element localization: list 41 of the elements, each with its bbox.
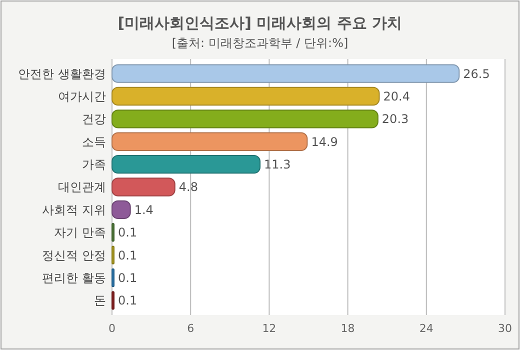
x-tick-label: 6	[187, 322, 194, 335]
y-tick-label: 편리한 활동	[42, 270, 106, 285]
y-tick-label: 돈	[94, 294, 106, 308]
bar	[112, 154, 261, 174]
data-label: 0.1	[118, 270, 138, 285]
y-tick-label: 안전한 생활환경	[18, 66, 106, 81]
y-tick-label: 가족	[82, 158, 106, 172]
data-label: 0.1	[118, 294, 138, 308]
x-tick-label: 18	[340, 322, 355, 335]
chart-subtitle: [출처: 미래창조과학부 / 단위:%]	[172, 36, 348, 50]
y-tick-label: 건강	[82, 112, 106, 126]
bar	[112, 132, 308, 151]
y-tick-label: 소득	[82, 134, 106, 149]
data-label: 1.4	[134, 202, 154, 217]
y-tick-label: 정신적 안정	[42, 248, 106, 262]
data-label: 26.5	[463, 66, 490, 81]
chart-title: [미래사회인식조사] 미래사회의 주요 가치	[118, 14, 402, 32]
bar	[112, 246, 114, 264]
data-label: 20.3	[382, 112, 409, 126]
bar	[112, 178, 176, 196]
bar	[112, 110, 378, 128]
data-label: 11.3	[264, 158, 291, 172]
bar	[112, 86, 380, 106]
y-tick-label: 대인관계	[58, 180, 106, 194]
x-tick-label: 12	[262, 322, 276, 335]
x-tick-label: 24	[419, 322, 434, 335]
bar	[112, 223, 114, 242]
y-tick-label: 여가시간	[58, 89, 106, 104]
y-tick-label: 자기 만족	[54, 226, 106, 240]
bar	[112, 200, 131, 220]
data-label: 0.1	[118, 248, 138, 262]
data-label: 14.9	[311, 134, 338, 149]
y-tick-label: 사회적 지위	[42, 202, 106, 217]
bar	[112, 64, 460, 83]
x-tick-label: 30	[498, 322, 512, 335]
data-label: 4.8	[178, 180, 198, 194]
data-label: 20.4	[383, 89, 410, 104]
data-label: 0.1	[118, 226, 138, 240]
bar	[112, 268, 114, 288]
x-tick-label: 0	[108, 322, 116, 335]
bar	[112, 291, 114, 310]
